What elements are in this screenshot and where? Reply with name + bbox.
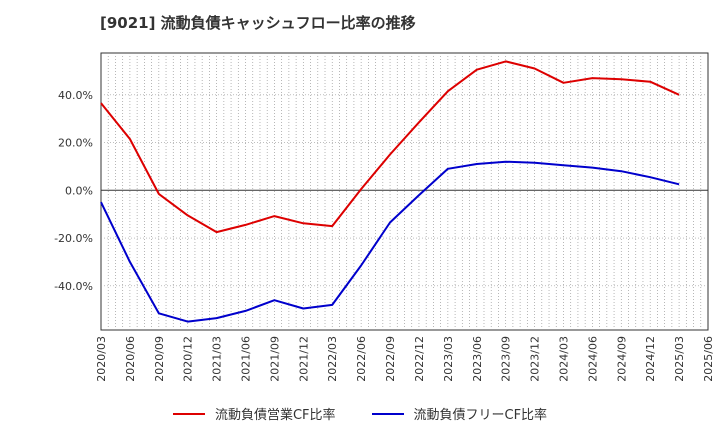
x-tick-label: 2024/12 (644, 336, 657, 382)
x-tick-label: 2022/03 (326, 336, 339, 382)
x-tick-label: 2024/03 (557, 336, 570, 382)
y-tick-label: 20.0% (58, 137, 93, 150)
y-tick-label: 40.0% (58, 89, 93, 102)
x-tick-label: 2020/09 (153, 336, 166, 382)
x-tick-label: 2024/06 (586, 336, 599, 382)
x-tick-label: 2022/09 (384, 336, 397, 382)
x-tick-label: 2023/09 (500, 336, 513, 382)
x-tick-label: 2024/09 (615, 336, 628, 382)
x-axis-labels: 2020/03 2020/06 2020/09 2020/12 2021/03 2021/… (95, 336, 715, 382)
legend-label-free-cf: 流動負債フリーCF比率 (413, 408, 548, 423)
legend-item-free-cf: 流動負債フリーCF比率 (371, 404, 548, 423)
x-tick-label: 2020/06 (124, 336, 137, 382)
x-tick-label: 2025/06 (702, 336, 715, 382)
x-tick-label: 2023/06 (471, 336, 484, 382)
series-layer (100, 60, 680, 323)
x-tick-label: 2021/06 (240, 336, 253, 382)
series-line-1 (100, 160, 680, 323)
x-tick-label: 2025/03 (673, 336, 686, 382)
x-tick-label: 2021/03 (211, 336, 224, 382)
x-tick-label: 2023/12 (529, 336, 542, 382)
legend-item-operating-cf: 流動負債営業CF比率 (172, 404, 336, 423)
legend-label-operating-cf: 流動負債営業CF比率 (214, 408, 336, 423)
x-tick-label: 2020/03 (95, 336, 108, 382)
x-tick-label: 2021/09 (268, 336, 281, 382)
x-tick-label: 2022/12 (413, 336, 426, 382)
chart-title: [9021] 流動負債キャッシュフロー比率の推移 (100, 14, 416, 32)
legend-swatch-free-cf (371, 412, 404, 415)
x-tick-label: 2021/12 (297, 336, 310, 382)
grid (101, 53, 708, 330)
x-tick-label: 2020/12 (182, 336, 195, 382)
legend-swatch-operating-cf (172, 412, 205, 415)
legend: 流動負債営業CF比率 流動負債フリーCF比率 (0, 404, 720, 423)
y-tick-label: -20.0% (54, 232, 93, 245)
y-axis-labels: 40.0% 20.0% 0.0% -20.0% -40.0% (54, 89, 93, 293)
x-tick-label: 2022/06 (355, 336, 368, 382)
series-line-0 (100, 60, 680, 234)
y-tick-label: 0.0% (65, 184, 93, 197)
x-tick-label: 2023/03 (442, 336, 455, 382)
y-tick-label: -40.0% (54, 280, 93, 293)
